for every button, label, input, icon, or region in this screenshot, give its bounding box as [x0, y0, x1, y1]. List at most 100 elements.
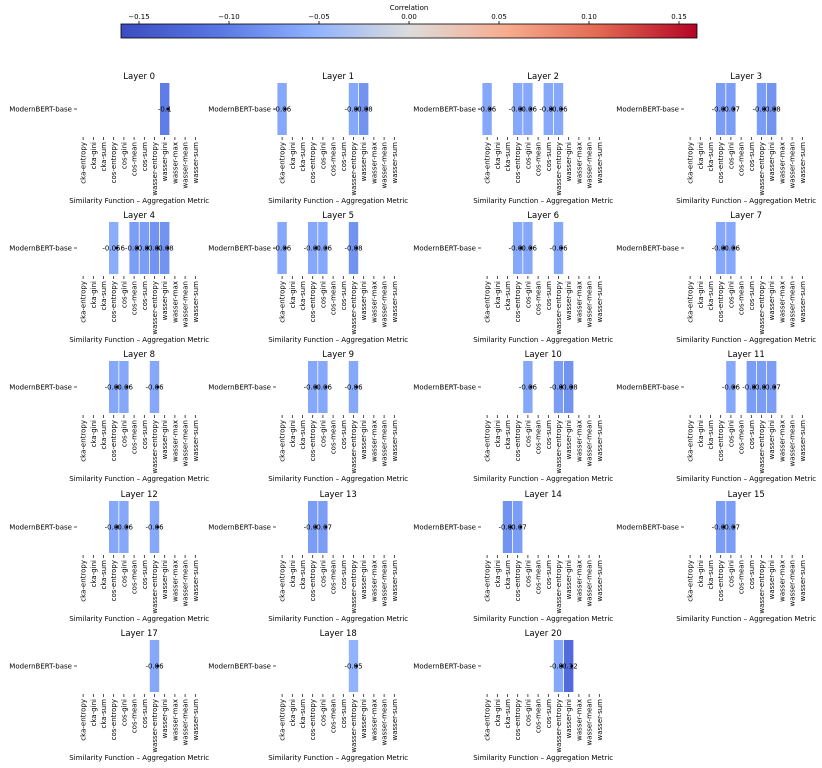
column-label: cka-entropy — [80, 142, 88, 184]
cell-marker — [156, 525, 160, 529]
heatmap-panel: Layer 12 ModernBERT-base cka-entropy cka-gi… — [9, 490, 209, 623]
cell-marker — [722, 107, 726, 111]
cell-value-label: -0.07 — [712, 524, 730, 532]
column-label: cos-sum — [748, 281, 756, 310]
heatmap-cell — [149, 501, 160, 553]
row-label: ModernBERT-base — [413, 524, 476, 532]
row-label: ModernBERT-base — [616, 384, 679, 392]
cell-value-label: -0.07 — [135, 245, 153, 253]
heatmap-cell — [716, 222, 726, 274]
x-axis-label: Similarity Function – Aggregation Metric — [69, 615, 209, 623]
heatmap-panel: Layer 13 ModernBERT-base cka-entropy cka-gi… — [208, 490, 408, 623]
heatmap-cell — [119, 501, 129, 553]
cell-value-label: -0.08 — [498, 524, 516, 532]
cell-marker — [314, 246, 318, 250]
column-label: cos-sum — [545, 281, 553, 310]
heatmap-cell — [109, 361, 119, 413]
column-label: cka-entropy — [484, 281, 492, 323]
cell-marker — [529, 246, 533, 250]
heatmap-cell — [348, 222, 359, 274]
colorbar-tick-label: 0.15 — [671, 13, 687, 21]
colorbar-tick-label: 0.10 — [581, 13, 597, 21]
cell-value-label: -0.06 — [722, 245, 741, 253]
column-label: wasser-gini — [565, 699, 573, 738]
heatmap-cell — [109, 501, 119, 553]
column-label: cka-entropy — [279, 699, 287, 741]
heatmap-cell — [277, 222, 287, 274]
heatmap-panel: Layer 17 ModernBERT-base cka-entropy cka-gi… — [9, 629, 209, 762]
column-label: cos-gini — [120, 420, 128, 447]
cell-marker — [529, 385, 533, 389]
heatmap-cell — [359, 83, 369, 135]
heatmap-cell — [726, 83, 736, 135]
column-label: cka-gini — [90, 699, 98, 726]
column-label: cos-gini — [319, 699, 327, 726]
column-label: wasser-entropy — [350, 142, 358, 196]
column-label: wasser-sum — [192, 281, 200, 323]
column-label: cka-entropy — [80, 699, 88, 741]
column-label: cos-entropy — [514, 142, 522, 183]
column-label: cos-sum — [340, 142, 348, 171]
panel-title: Layer 15 — [728, 490, 765, 500]
column-label: wasser-mean — [381, 142, 389, 188]
row-label: ModernBERT-base — [208, 245, 271, 253]
heatmap-cell — [523, 83, 533, 135]
heatmap-cell — [308, 222, 318, 274]
column-label: cos-mean — [738, 420, 746, 454]
column-label: wasser-max — [171, 420, 179, 462]
row-label: ModernBERT-base — [9, 524, 72, 532]
column-label: cka-sum — [299, 560, 307, 590]
heatmap-cell — [160, 83, 170, 135]
column-label: wasser-max — [171, 142, 179, 184]
row-label: ModernBERT-base — [9, 384, 72, 392]
x-axis-label: Similarity Function – Aggregation Metric — [69, 336, 209, 344]
column-label: cka-gini — [494, 420, 502, 447]
column-label: cka-gini — [289, 699, 297, 726]
column-label: cos-entropy — [309, 699, 317, 740]
cell-marker — [156, 246, 160, 250]
cell-marker — [488, 107, 492, 111]
column-label: wasser-max — [370, 699, 378, 741]
column-label: cos-entropy — [110, 699, 118, 740]
cell-value-label: -0.06 — [539, 106, 558, 114]
column-label: cos-mean — [535, 142, 543, 176]
heatmap-cell — [139, 222, 149, 274]
heatmap-panel: Layer 10 ModernBERT-base cka-entropy cka-gi… — [413, 350, 613, 483]
heatmap-cell — [553, 222, 564, 274]
cell-marker — [773, 385, 777, 389]
heatmap-panel: Layer 9 ModernBERT-base cka-entropy cka-gin… — [208, 350, 408, 483]
x-axis-label: Similarity Function – Aggregation Metric — [473, 336, 613, 344]
heatmap-cell — [308, 361, 318, 413]
panel-title: Layer 14 — [525, 490, 562, 500]
column-label: wasser-mean — [789, 142, 797, 188]
cell-value-label: -0.06 — [145, 663, 164, 671]
column-label: cka-gini — [90, 281, 98, 308]
cell-marker — [355, 664, 358, 668]
x-axis-label: Similarity Function – Aggregation Metric — [676, 615, 816, 623]
cell-marker — [519, 525, 523, 529]
column-label: cos-mean — [738, 281, 746, 315]
cell-value-label: -0.08 — [763, 106, 781, 114]
column-label: wasser-gini — [161, 420, 169, 459]
row-label: ModernBERT-base — [208, 106, 271, 114]
cell-marker — [146, 246, 149, 250]
column-label: wasser-entropy — [151, 699, 159, 753]
column-label: cos-mean — [738, 142, 746, 176]
column-label: cos-entropy — [514, 420, 522, 461]
column-label: wasser-mean — [381, 281, 389, 327]
cell-value-label: -0.07 — [722, 106, 740, 114]
cell-value-label: -0.06 — [344, 384, 363, 392]
column-label: cos-entropy — [717, 560, 725, 601]
heatmap-cell — [726, 222, 736, 274]
cell-value-label: -0.056 — [102, 245, 125, 253]
column-label: wasser-sum — [192, 699, 200, 741]
x-axis-label: Similarity Function – Aggregation Metric — [268, 336, 408, 344]
cell-value-label: -0.06 — [549, 245, 568, 253]
cell-marker — [732, 525, 736, 529]
cell-value-label: -0.08 — [355, 106, 373, 114]
heatmap-cell — [746, 361, 756, 413]
column-label: wasser-gini — [360, 142, 368, 181]
column-label: cos-mean — [535, 420, 543, 454]
column-label: cka-sum — [100, 560, 108, 590]
